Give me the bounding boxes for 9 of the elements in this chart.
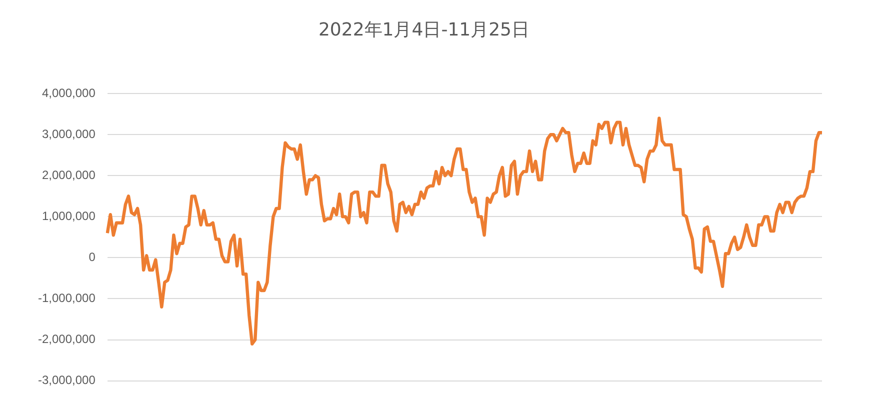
- y-tick-label: -3,000,000: [38, 373, 96, 388]
- y-tick-label: 1,000,000: [42, 209, 96, 223]
- y-tick-label: 0: [88, 250, 96, 264]
- y-tick-label: 3,000,000: [42, 126, 96, 141]
- chart-title: 2022年1月4日-11月25日: [318, 19, 530, 40]
- y-tick-label: 2,000,000: [42, 168, 96, 182]
- y-tick-label: -1,000,000: [38, 291, 96, 306]
- y-tick-label: -2,000,000: [38, 332, 96, 346]
- y-tick-label: 4,000,000: [42, 86, 96, 100]
